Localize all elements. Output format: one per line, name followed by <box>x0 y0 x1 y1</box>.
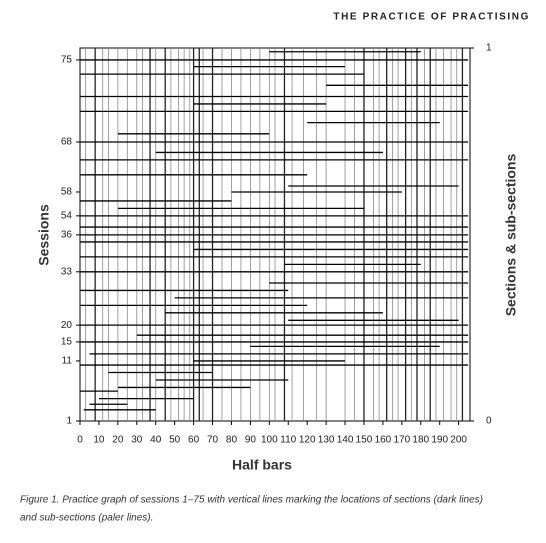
x-tick-label: 10 <box>93 435 105 446</box>
x-tick-label: 170 <box>394 435 411 446</box>
x-tick-label: 140 <box>337 435 354 446</box>
y-tick-label: 20 <box>61 320 73 331</box>
x-tick-label: 180 <box>412 435 429 446</box>
x-tick-label: 130 <box>318 435 335 446</box>
y-tick-label: 75 <box>61 55 73 66</box>
x-tick-label: 80 <box>226 435 238 446</box>
x-tick-label: 150 <box>356 435 373 446</box>
x-tick-label: 50 <box>169 435 181 446</box>
x-tick-label: 200 <box>450 435 467 446</box>
y-tick-label: 15 <box>61 337 73 348</box>
caption-line: Figure 1. Practice graph of sessions 1–7… <box>20 495 483 506</box>
y-tick-label: 33 <box>61 266 73 277</box>
caption-line: and sub-sections (paler lines). <box>20 513 153 524</box>
y-tick-label: 54 <box>61 210 73 221</box>
x-tick-label: 60 <box>188 435 200 446</box>
x-tick-label: 160 <box>375 435 392 446</box>
y2-tick-label: 0 <box>486 416 492 427</box>
x-tick-label: 120 <box>299 435 316 446</box>
x-tick-label: 100 <box>261 435 278 446</box>
page-header: THE PRACTICE OF PRACTISING <box>333 12 530 23</box>
x-tick-label: 190 <box>431 435 448 446</box>
x-tick-label: 70 <box>207 435 219 446</box>
y-tick-label: 68 <box>61 137 73 148</box>
x-axis-label: Half bars <box>232 457 292 473</box>
x-tick-label: 0 <box>77 435 83 446</box>
x-tick-label: 40 <box>150 435 162 446</box>
y-tick-label: 1 <box>66 416 72 427</box>
y2-tick-label: 1 <box>486 43 492 54</box>
x-tick-label: 110 <box>280 435 296 446</box>
y-axis-label: Sessions <box>36 204 52 266</box>
x-tick-label: 20 <box>112 435 124 446</box>
x-tick-label: 30 <box>131 435 143 446</box>
y2-axis-label: Sections & sub-sections <box>503 153 519 316</box>
x-tick-label: 90 <box>245 435 257 446</box>
y-tick-label: 11 <box>62 356 73 367</box>
y-tick-label: 36 <box>61 230 73 241</box>
y-tick-label: 58 <box>61 187 73 198</box>
